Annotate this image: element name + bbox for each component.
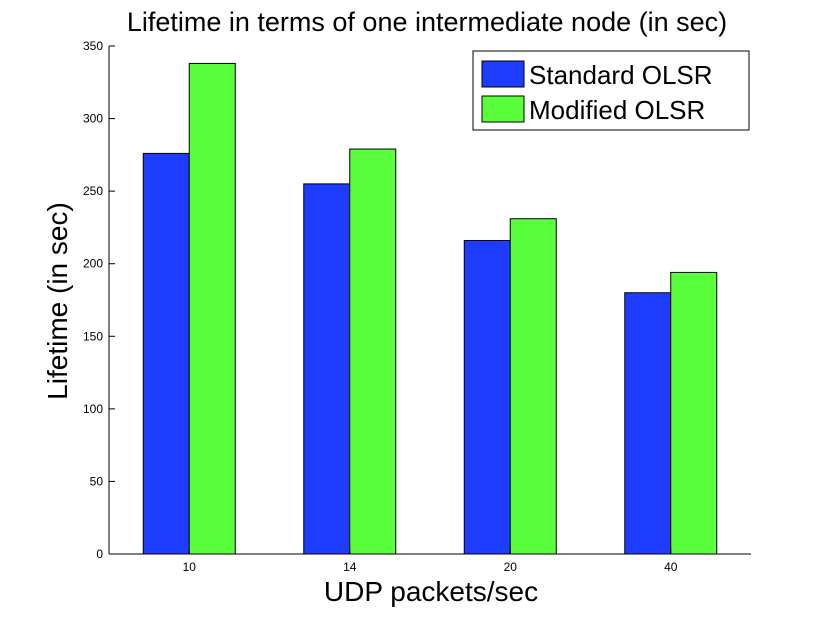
bar-modified-14 [349,148,397,555]
x-axis-title: UDP packets/sec [324,576,538,607]
y-tick-label: 100 [83,402,103,416]
legend-label-standard: Standard OLSR [529,60,713,90]
x-tick-label: 40 [664,560,678,574]
bar-modified-20 [509,218,557,555]
legend: Standard OLSR Modified OLSR [472,50,750,131]
y-tick-label: 350 [83,39,103,53]
bar-standard-10 [142,152,190,555]
y-tick-label: 0 [96,547,103,561]
y-axis-title: Lifetime (in sec) [42,202,73,400]
legend-label-modified: Modified OLSR [529,95,705,125]
y-tick-label: 150 [83,329,103,343]
x-tick-label: 20 [504,560,518,574]
x-ticks-group: 10 14 20 40 [183,548,678,574]
bar-standard-20 [463,239,511,555]
bar-standard-40 [624,292,672,555]
y-tick-label: 250 [83,184,103,198]
bar-modified-40 [670,271,718,555]
legend-swatch-standard [481,60,525,88]
y-tick-label: 300 [83,112,103,126]
axes-group [108,46,751,555]
bars-group [142,62,718,555]
y-tick-label: 50 [90,474,104,488]
x-tick-label: 10 [183,560,197,574]
bar-standard-14 [303,183,351,555]
y-tick-label: 200 [83,257,103,271]
y-ticks-group: 0 50 100 150 200 250 300 350 [83,39,115,561]
legend-swatch-modified [481,95,525,123]
x-tick-label: 14 [343,560,357,574]
bar-modified-10 [188,62,236,555]
chart-title: Lifetime in terms of one intermediate no… [127,7,727,37]
